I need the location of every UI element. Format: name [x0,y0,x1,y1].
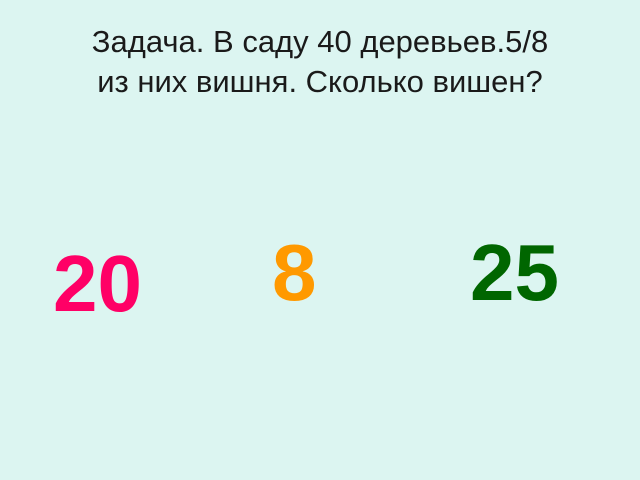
answer-option-20[interactable]: 20 [53,239,142,328]
answer-option-8[interactable]: 8 [272,228,317,317]
problem-text: Задача. В саду 40 деревьев.5/8 из них ви… [0,22,640,102]
problem-line-2: из них вишня. Сколько вишен? [97,64,543,99]
answer-option-25[interactable]: 25 [470,228,559,317]
problem-line-1: Задача. В саду 40 деревьев.5/8 [91,24,549,59]
